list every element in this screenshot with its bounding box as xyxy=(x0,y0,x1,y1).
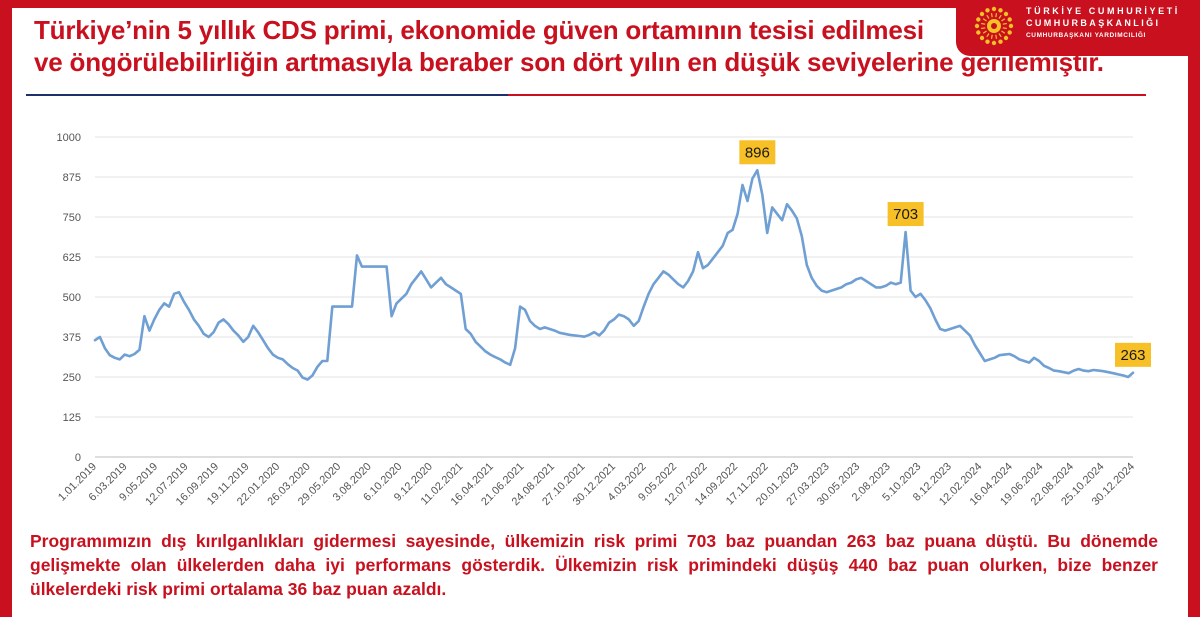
callout-box-703 xyxy=(887,202,924,227)
emblem-ray xyxy=(986,33,990,38)
emblem-star xyxy=(1003,11,1009,17)
header-divider-blue xyxy=(26,94,508,96)
emblem-ray xyxy=(982,18,987,22)
emblem-ray xyxy=(986,14,990,19)
emblem-star xyxy=(1003,35,1009,41)
emblem-ray xyxy=(981,22,986,25)
y-tick-label-375: 375 xyxy=(63,332,81,344)
series-line-0 xyxy=(93,169,1135,381)
emblem-star xyxy=(985,8,990,13)
callout-box-263 xyxy=(1115,342,1151,367)
emblem-star xyxy=(1007,17,1012,22)
y-axis-ticks: 0 125 250 375 500 625 750 875 1000 xyxy=(57,132,81,464)
x-axis-ticks: 1.01.20196.03.20199.05.201912.07.201916.… xyxy=(56,461,1137,508)
page-title-line-1: Türkiye’nin 5 yıllık CDS primi, ekonomid… xyxy=(34,15,924,45)
brand-line-3: CUMHURBAŞKANI YARDIMCILIĞI xyxy=(1026,32,1146,39)
header-divider-red xyxy=(508,94,1146,96)
emblem-ray xyxy=(1001,30,1006,34)
slide: Türkiye’nin 5 yıllık CDS primi, ekonomid… xyxy=(12,0,1188,617)
emblem-star xyxy=(974,23,980,29)
y-tick-label-0: 0 xyxy=(75,452,81,464)
emblem-ray xyxy=(982,30,987,34)
callout-box-896 xyxy=(739,140,776,165)
series-layer xyxy=(93,169,1135,381)
brand-line-2: CUMHURBAŞKANLIĞI xyxy=(1026,18,1161,28)
emblem-star xyxy=(998,39,1003,44)
emblem-star xyxy=(979,35,985,41)
y-tick-label-875: 875 xyxy=(63,172,81,184)
emblem-star xyxy=(991,40,997,46)
emblem-star xyxy=(1007,30,1012,35)
y-tick-label-1000: 1000 xyxy=(57,132,81,144)
callout-label-896: 896 xyxy=(745,144,770,161)
emblem-ray xyxy=(1002,27,1007,30)
emblem-star xyxy=(998,8,1003,13)
emblem-ray xyxy=(998,33,1002,38)
brand-banner: TÜRKİYE CUMHURİYETİ CUMHURBAŞKANLIĞI CUM… xyxy=(956,0,1188,56)
emblem-star xyxy=(1008,23,1014,29)
emblem-star xyxy=(979,11,985,17)
y-tick-label-125: 125 xyxy=(63,412,81,424)
emblem-ray xyxy=(990,13,993,18)
emblem-star xyxy=(976,30,981,35)
page-title-line-2: ve öngörülebilirliğin artmasıyla beraber… xyxy=(34,47,1104,77)
emblem-star xyxy=(991,6,997,12)
emblem-ray xyxy=(998,14,1002,19)
footer-note: Programımızın dış kırılganlıkları giderm… xyxy=(30,531,1158,599)
emblem-ray xyxy=(1002,22,1007,25)
emblem-ray xyxy=(1001,18,1006,22)
brand-text: TÜRKİYE CUMHURİYETİ CUMHURBAŞKANLIĞI CUM… xyxy=(1026,6,1180,42)
y-tick-label-250: 250 xyxy=(63,372,81,384)
y-tick-label-625: 625 xyxy=(63,252,81,264)
page-title: Türkiye’nin 5 yıllık CDS primi, ekonomid… xyxy=(34,14,1104,78)
presidential-emblem-icon xyxy=(974,6,1014,46)
emblem-star xyxy=(985,39,990,44)
cds-line-chart: 0 125 250 375 500 625 750 875 1000 1.01.20196.03… xyxy=(56,132,1151,508)
y-tick-label-750: 750 xyxy=(63,212,81,224)
callout-label-263: 263 xyxy=(1120,347,1145,364)
brand-line-1: TÜRKİYE CUMHURİYETİ xyxy=(1026,6,1180,16)
emblem-ray xyxy=(995,34,998,39)
emblem-ray xyxy=(990,34,993,39)
callout-layer: 896 703 263 xyxy=(739,140,1151,367)
chart-grid xyxy=(95,136,1133,458)
emblem-ray xyxy=(995,13,998,18)
emblem-ray xyxy=(981,27,986,30)
emblem-star xyxy=(976,17,981,22)
callout-label-703: 703 xyxy=(893,206,918,223)
y-tick-label-500: 500 xyxy=(63,292,81,304)
